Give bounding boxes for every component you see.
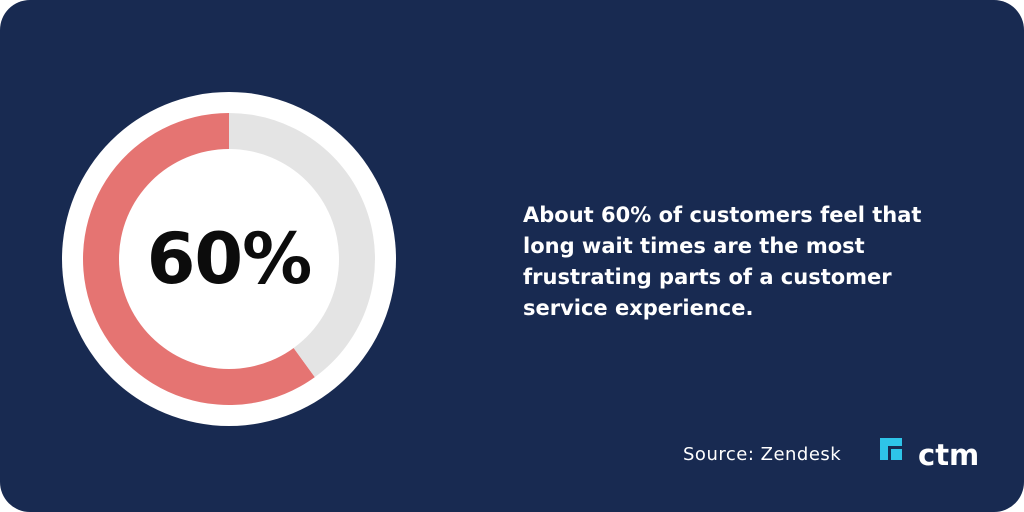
ctm-logo-mark-icon bbox=[880, 438, 902, 460]
ctm-logo-text: ctm bbox=[918, 438, 980, 472]
donut-chart bbox=[62, 92, 396, 426]
donut-chart-svg bbox=[62, 92, 396, 426]
ctm-logo: ctm bbox=[880, 438, 979, 472]
source-label: Source: Zendesk bbox=[683, 444, 842, 465]
donut-inner-hole bbox=[119, 149, 339, 369]
donut-center-label: 60% bbox=[146, 218, 313, 300]
statistic-text: About 60% of customers feel that long wa… bbox=[523, 203, 922, 320]
